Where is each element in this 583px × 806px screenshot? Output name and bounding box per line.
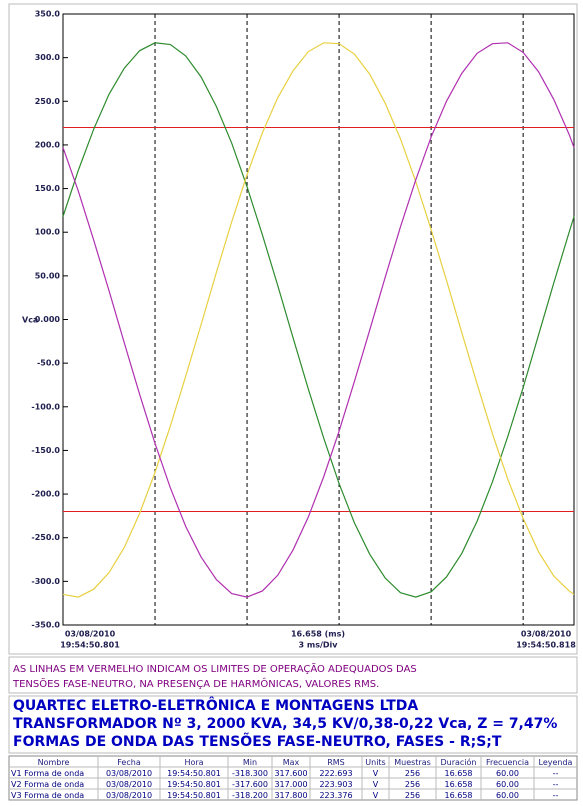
table-cell: V3 Forma de onda — [11, 791, 84, 800]
table: Nombre Fecha Hora Min Max RMS Units Muestras Dur… — [8, 755, 578, 801]
header-box — [8, 695, 578, 754]
y-tick-label: 50.00 — [35, 271, 61, 280]
table-cell: 19:54:50.801 — [167, 780, 221, 789]
y-axis-label: Vca — [22, 316, 38, 325]
plot-area — [62, 13, 575, 626]
table-cell: 60.00 — [496, 780, 519, 789]
header-line: TRANSFORMADOR Nº 3, 2000 KVA, 34,5 KV/0,… — [13, 716, 557, 732]
table-cell: V1 Forma de onda — [11, 769, 84, 778]
header-line: FORMAS DE ONDA DAS TENSÕES FASE-NEUTRO, … — [13, 732, 502, 750]
x-end-time: 19:54:50.818 — [516, 641, 576, 650]
y-tick-label: -350.0 — [31, 621, 60, 630]
series-line — [62, 42, 575, 598]
x-div: 3 ms/Div — [299, 641, 339, 650]
table-header: Leyenda — [539, 758, 573, 767]
table-cell: -- — [553, 791, 559, 800]
y-tick-label: 150.0 — [35, 184, 61, 193]
table-cell: 60.00 — [496, 791, 519, 800]
table-cell: 256 — [405, 780, 420, 789]
table-cell: 16.658 — [445, 780, 473, 789]
x-end-date: 03/08/2010 — [521, 630, 572, 639]
table-cell: V — [373, 769, 379, 778]
table-header: Fecha — [117, 758, 141, 767]
table-cell: 222.693 — [319, 769, 352, 778]
y-tick-label: 0.000 — [35, 315, 61, 324]
table-cell: 03/08/2010 — [106, 791, 152, 800]
note-box — [8, 656, 578, 694]
y-tick-label: -100.0 — [31, 402, 60, 411]
table-cell: V2 Forma de onda — [11, 780, 84, 789]
table-cell: 223.376 — [319, 791, 352, 800]
table-cell: V — [373, 780, 379, 789]
y-tick-label: 250.0 — [35, 97, 61, 106]
table-cell: 317.600 — [274, 769, 307, 778]
y-tick-label: 100.0 — [35, 228, 61, 237]
table-cell: -317.600 — [232, 780, 268, 789]
series-line — [62, 42, 575, 598]
table-header: Min — [243, 758, 257, 767]
table-header: Max — [283, 758, 300, 767]
y-tick-label: -50.0 — [37, 359, 60, 368]
table-header: Nombre — [38, 758, 70, 767]
table-header: RMS — [327, 758, 345, 767]
y-tick-label: 300.0 — [35, 53, 61, 62]
table-cell: 03/08/2010 — [106, 769, 152, 778]
table-cell: 16.658 — [445, 791, 473, 800]
table-header: Frecuencia — [486, 758, 529, 767]
y-tick-label: 350.0 — [35, 10, 61, 19]
note-line: TENSÕES FASE-NEUTRO, NA PRESENÇA DE HARM… — [12, 677, 379, 690]
x-start-date: 03/08/2010 — [65, 630, 116, 639]
table-header: Duración — [440, 757, 476, 767]
y-tick-label: -200.0 — [31, 490, 60, 499]
table-cell: -- — [553, 780, 559, 789]
chart-frame — [8, 3, 578, 655]
table-header: Hora — [184, 758, 203, 767]
table-cell: 317.800 — [274, 791, 307, 800]
header-line: QUARTEC ELETRO-ELETRÔNICA E MONTAGENS LT… — [13, 696, 418, 714]
table-cell: 223.903 — [319, 780, 352, 789]
table-header: Muestras — [394, 758, 431, 767]
y-tick-label: -300.0 — [31, 577, 60, 586]
table-cell: 256 — [405, 791, 420, 800]
table-header: Units — [365, 758, 385, 767]
x-start-time: 19:54:50.801 — [60, 641, 120, 650]
y-tick-label: -250.0 — [31, 533, 60, 542]
y-tick-label: 200.0 — [35, 140, 61, 149]
table-cell: 60.00 — [496, 769, 519, 778]
series-line — [62, 42, 575, 598]
table-cell: -318.300 — [232, 769, 268, 778]
table-cell: 03/08/2010 — [106, 780, 152, 789]
table-cell: 19:54:50.801 — [167, 769, 221, 778]
note-line: AS LINHAS EM VERMELHO INDICAM OS LIMITES… — [13, 662, 417, 675]
table-cell: 19:54:50.801 — [167, 791, 221, 800]
y-tick-label: -150.0 — [31, 446, 60, 455]
table-cell: 16.658 — [445, 769, 473, 778]
table-cell: 317.000 — [274, 780, 307, 789]
x-span: 16.658 (ms) — [291, 630, 345, 639]
table-cell: V — [373, 791, 379, 800]
table-cell: 256 — [405, 769, 420, 778]
table-cell: -- — [553, 769, 559, 778]
table-cell: -318.200 — [232, 791, 268, 800]
